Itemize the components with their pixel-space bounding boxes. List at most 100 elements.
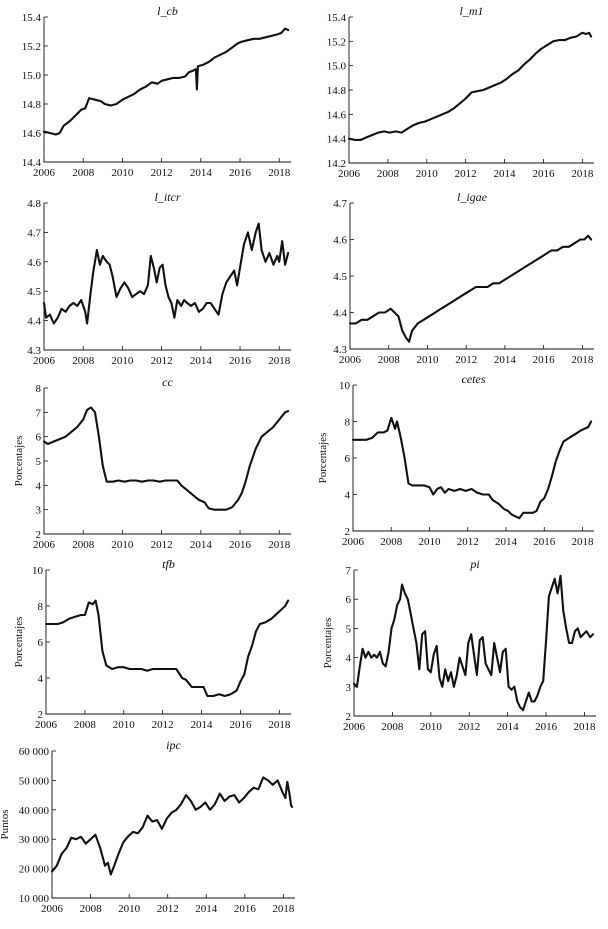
- y-tick-label: 60 000: [19, 746, 50, 758]
- y-tick-label: 3: [36, 505, 42, 517]
- y-tick-label: 14.6: [22, 128, 42, 140]
- y-tick-label: 5: [36, 456, 42, 468]
- x-tick-label: 2014: [494, 354, 517, 366]
- axis-lines: [43, 388, 291, 535]
- x-tick-label: 2008: [72, 167, 95, 179]
- y-tick-label: 15.2: [22, 41, 41, 53]
- x-tick-label: 2010: [416, 168, 439, 180]
- axis-lines: [349, 203, 594, 350]
- series-line-tfb: [44, 599, 290, 698]
- y-tick-label: 6: [36, 432, 42, 444]
- x-tick-label: 2016: [533, 536, 556, 548]
- axis-lines: [45, 570, 291, 715]
- chart-title: l_cb: [157, 4, 178, 18]
- x-tick-label: 2012: [457, 536, 479, 548]
- y-tick-label: 14.8: [327, 85, 347, 97]
- y-tick-label: 3: [346, 682, 352, 694]
- x-tick-label: 2012: [151, 167, 173, 179]
- chart-title: cc: [162, 375, 173, 389]
- x-tick-label: 2010: [118, 903, 141, 915]
- y-tick-label: 14.2: [327, 158, 346, 170]
- axis-lines: [348, 17, 594, 164]
- x-tick-label: 2010: [113, 719, 136, 731]
- chart-panel-l-m1: l_m1 14.2 14.4 14.6 14.8 15.0 15.2 15.4 2006 2008…: [327, 4, 594, 180]
- series-line-pi: [352, 574, 595, 712]
- series-line-l-m1: [347, 31, 593, 141]
- series-line-l-igae: [348, 234, 593, 343]
- y-axis-label: Porcentajes: [13, 436, 25, 487]
- y-tick-label: 10 000: [19, 893, 50, 905]
- y-tick-label: 15.4: [327, 12, 347, 24]
- y-tick-label: 8: [38, 601, 44, 613]
- x-tick-label: 2006: [338, 168, 361, 180]
- x-tick-label: 2014: [190, 167, 213, 179]
- series-line-ipc: [50, 776, 294, 876]
- x-tick-label: 2016: [535, 721, 558, 733]
- x-tick-label: 2016: [229, 539, 252, 551]
- chart-panel-pi: pi 2 3 4 5 6 7 2006 2008 2010 2012 2014 2016 2018 Porc…: [322, 557, 596, 733]
- y-tick-label: 6: [346, 594, 352, 606]
- y-tick-label: 8: [36, 383, 42, 395]
- y-tick-label: 14.6: [327, 109, 347, 121]
- x-tick-label: 2008: [72, 539, 95, 551]
- y-tick-label: 4.7: [333, 198, 347, 210]
- x-tick-label: 2012: [151, 355, 173, 367]
- chart-panel-cc: cc 2 3 4 5 6 7 8 2006 2008 2010 2012 2014 2016 2018 Por…: [13, 375, 291, 551]
- x-tick-label: 2006: [33, 539, 56, 551]
- x-tick-label: 2012: [455, 354, 477, 366]
- x-tick-label: 2008: [381, 721, 404, 733]
- x-tick-label: 2014: [191, 719, 214, 731]
- y-tick-label: 4.5: [333, 271, 347, 283]
- y-tick-label: 7: [346, 565, 352, 577]
- x-tick-label: 2008: [380, 536, 403, 548]
- x-tick-label: 2006: [35, 719, 58, 731]
- chart-title: l_m1: [460, 4, 484, 18]
- x-tick-label: 2014: [494, 168, 517, 180]
- chart-title: pi: [469, 557, 479, 571]
- chart-panel-l-cb: l_cb 14.4 14.6 14.8 15.0 15.2 15.4 2006 2008 2010…: [22, 4, 291, 179]
- x-tick-label: 2006: [339, 354, 362, 366]
- x-tick-label: 2016: [533, 354, 556, 366]
- x-tick-label: 2008: [80, 903, 103, 915]
- chart-title: l_igae: [457, 190, 488, 204]
- x-tick-label: 2006: [33, 355, 56, 367]
- x-tick-label: 2018: [571, 354, 594, 366]
- y-tick-label: 4.3: [27, 345, 41, 357]
- x-tick-label: 2014: [190, 355, 213, 367]
- x-tick-label: 2014: [495, 536, 518, 548]
- y-tick-label: 4.8: [27, 198, 41, 210]
- y-tick-label: 4: [345, 490, 351, 502]
- y-tick-label: 14.8: [22, 99, 42, 111]
- chart-panel-ipc: ipc 10 000 20 000 30 000 40 000 50 000 60 000 2…: [0, 738, 295, 915]
- chart-title: ipc: [166, 738, 181, 752]
- y-tick-label: 15.4: [22, 12, 42, 24]
- y-tick-label: 6: [345, 453, 351, 465]
- y-tick-label: 15.0: [22, 70, 42, 82]
- x-tick-label: 2016: [229, 719, 252, 731]
- y-axis-label: Porcentajes: [317, 433, 329, 484]
- y-tick-label: 50 000: [19, 775, 50, 787]
- y-tick-label: 10: [339, 380, 351, 392]
- y-tick-label: 10: [32, 565, 44, 577]
- y-tick-label: 14.4: [22, 157, 42, 169]
- series-line-l-cb: [42, 27, 290, 136]
- x-tick-label: 2010: [420, 721, 443, 733]
- x-tick-label: 2018: [571, 168, 594, 180]
- chart-panel-cetes: cetes 2 4 6 8 10 2006 2008 2010 2012 2014 2016 2018 P…: [317, 372, 594, 548]
- chart-panel-l-itcr: l_itcr 4.3 4.4 4.5 4.6 4.7 4.8 2006 2008 2010 2012…: [27, 190, 291, 367]
- y-tick-label: 4.6: [333, 235, 347, 247]
- y-tick-label: 7: [36, 407, 42, 419]
- x-tick-label: 2018: [268, 539, 291, 551]
- series-line-cetes: [351, 416, 593, 520]
- y-tick-label: 40 000: [19, 805, 50, 817]
- y-tick-label: 4.4: [27, 316, 41, 328]
- y-tick-label: 4.6: [27, 257, 41, 269]
- y-tick-label: 8: [345, 417, 351, 429]
- y-tick-label: 6: [38, 637, 44, 649]
- chart-panel-l-igae: l_igae 4.3 4.4 4.5 4.6 4.7 2006 2008 2010 2012 201…: [333, 190, 594, 366]
- x-tick-label: 2018: [268, 167, 291, 179]
- y-tick-label: 20 000: [19, 864, 50, 876]
- chart-panel-tfb: tfb 2 4 6 8 10 2006 2008 2010 2012 2014 2016 2018 Por…: [13, 557, 291, 731]
- y-tick-label: 4.5: [27, 286, 41, 298]
